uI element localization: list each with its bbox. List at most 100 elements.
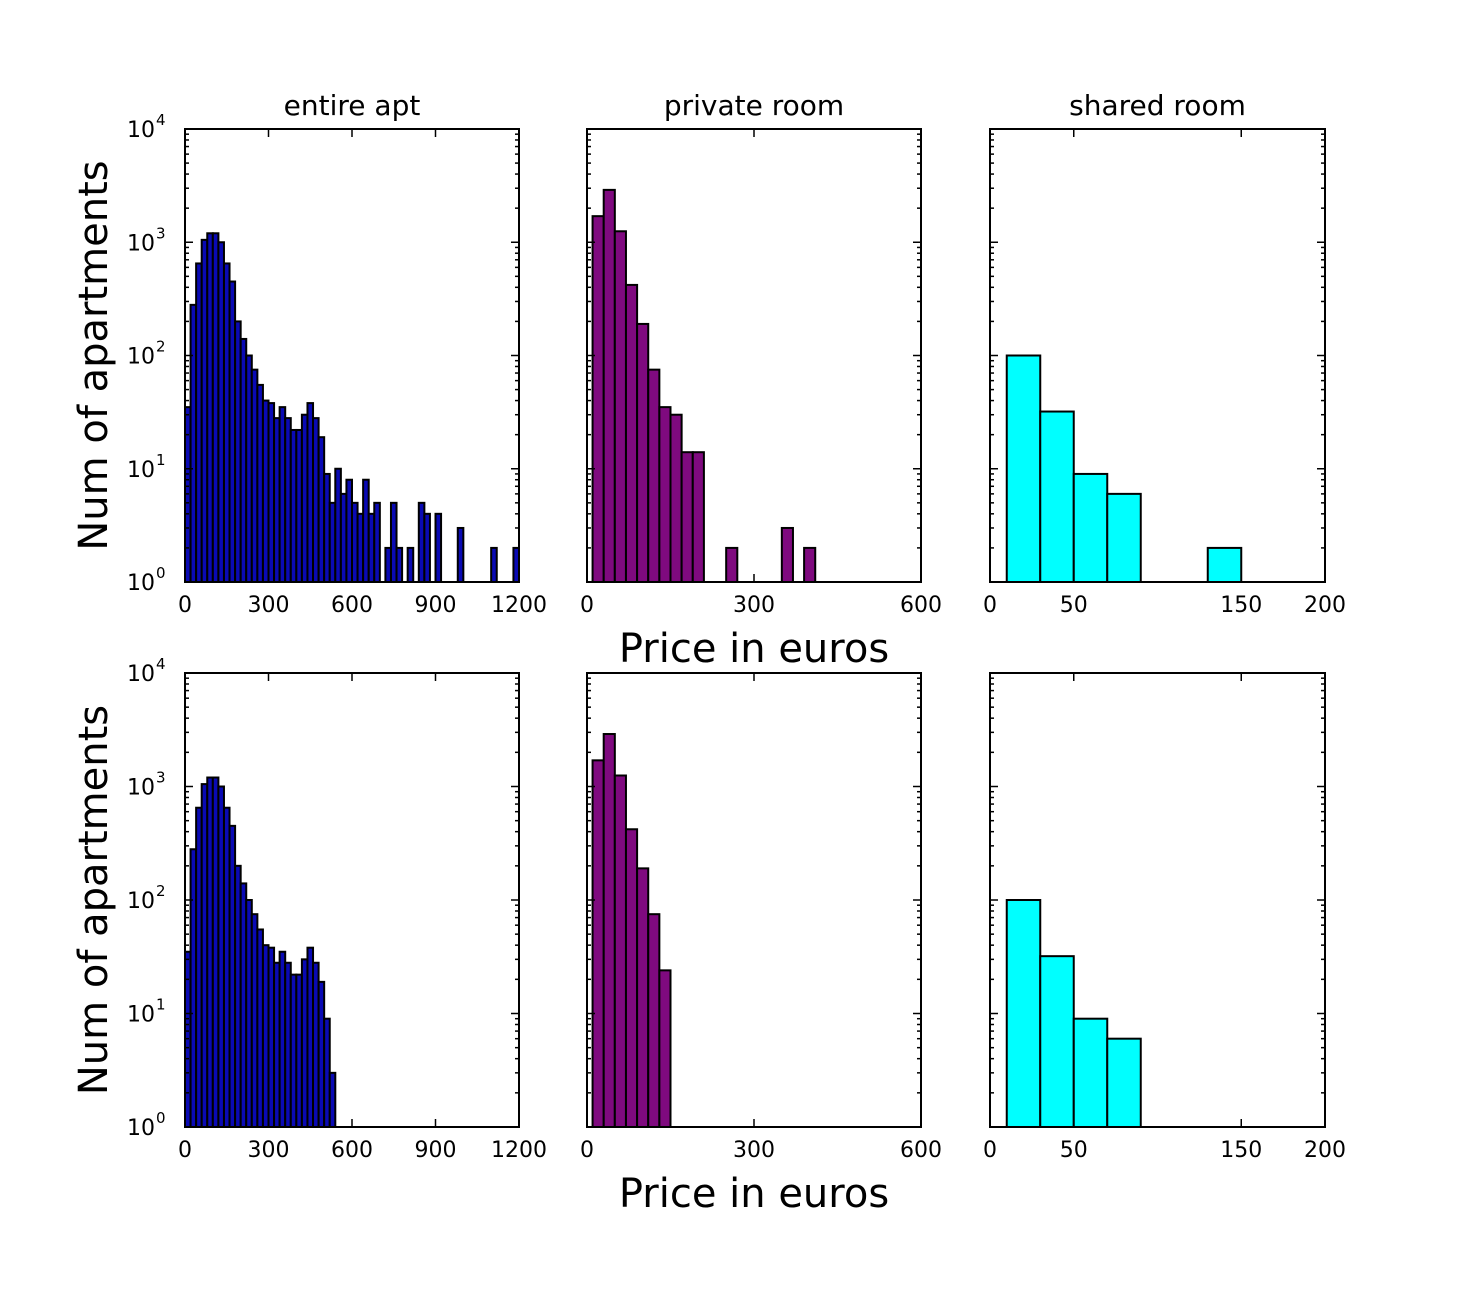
x-tick-label: 200 xyxy=(1304,1138,1346,1163)
x-tick-label: 0 xyxy=(983,1138,997,1163)
y-tick-exponent: 4 xyxy=(156,111,166,129)
bar xyxy=(328,1071,337,1128)
bar xyxy=(725,546,739,583)
bar xyxy=(1005,899,1042,1128)
bar xyxy=(680,451,694,584)
y-tick-exponent: 1 xyxy=(156,996,166,1014)
bars-bottom-entire xyxy=(184,776,337,1129)
bar xyxy=(591,215,605,583)
x-axis-label: Price in euros xyxy=(619,1171,889,1217)
bar xyxy=(780,526,794,583)
bar xyxy=(1039,410,1075,584)
bar xyxy=(647,368,661,583)
x-tick-label: 900 xyxy=(415,1138,457,1163)
bar xyxy=(434,512,443,584)
bar xyxy=(1106,492,1142,583)
x-tick-label: 300 xyxy=(248,593,290,618)
bar xyxy=(691,451,705,584)
x-tick-label: 50 xyxy=(1060,1138,1088,1163)
y-ticks xyxy=(185,672,519,1128)
bar xyxy=(490,546,498,583)
x-tick-label: 600 xyxy=(331,593,373,618)
bars-top-entire xyxy=(184,232,520,584)
x-tick-label: 0 xyxy=(178,1138,192,1163)
x-tick-label: 150 xyxy=(1220,593,1262,618)
y-ticks xyxy=(990,672,1325,1128)
x-tick-label: 0 xyxy=(580,1138,594,1163)
bars-top-shared xyxy=(1005,354,1243,584)
y-tick-label: 10 xyxy=(127,231,155,256)
bar xyxy=(658,406,672,583)
bar xyxy=(803,546,817,583)
chart-top-private: 0 300 600 private room xyxy=(580,89,942,618)
x-tick-label: 600 xyxy=(900,593,942,618)
bars-top-private xyxy=(591,188,817,584)
chart-top-shared: 0 50 150 200 shared room xyxy=(983,89,1346,618)
y-ticks xyxy=(587,128,921,583)
x-tick-label: 0 xyxy=(178,593,192,618)
y-tick-exponent: 0 xyxy=(156,564,166,582)
x-tick-label: 50 xyxy=(1060,593,1088,618)
bar xyxy=(636,867,650,1128)
y-axis-label: Num of apartments xyxy=(71,705,117,1095)
x-tick-label: 300 xyxy=(248,1138,290,1163)
bar xyxy=(373,501,381,583)
bar xyxy=(613,774,627,1128)
bar xyxy=(406,546,415,583)
x-tick-label: 1200 xyxy=(491,593,547,618)
bar xyxy=(624,828,639,1128)
bar xyxy=(624,283,639,583)
y-tick-exponent: 2 xyxy=(156,882,166,900)
x-tick-label: 150 xyxy=(1220,1138,1262,1163)
x-tick-label: 600 xyxy=(900,1138,942,1163)
chart-bottom-shared: 0 50 150 200 xyxy=(983,672,1346,1163)
subplot-title: shared room xyxy=(1069,89,1246,122)
bar xyxy=(456,526,465,583)
y-tick-exponent: 2 xyxy=(156,338,166,356)
y-tick-exponent: 3 xyxy=(156,224,166,242)
x-tick-label: 300 xyxy=(733,593,775,618)
y-ticks xyxy=(587,672,921,1128)
y-tick-label: 10 xyxy=(127,458,155,483)
y-tick-label: 10 xyxy=(127,118,155,143)
y-tick-exponent: 4 xyxy=(156,655,166,673)
y-axis-label: Num of apartments xyxy=(71,160,117,550)
bar xyxy=(1072,472,1109,583)
bar xyxy=(602,733,616,1129)
bar xyxy=(1106,1037,1142,1129)
x-axis-label: Price in euros xyxy=(619,626,889,672)
subplot-title: private room xyxy=(664,89,844,122)
x-tick-label: 1200 xyxy=(491,1138,547,1163)
bar xyxy=(669,413,683,583)
y-tick-label: 10 xyxy=(127,1116,155,1141)
bar xyxy=(1039,955,1075,1128)
bar xyxy=(591,759,605,1129)
bar xyxy=(613,230,627,584)
x-tick-label: 0 xyxy=(983,593,997,618)
bar xyxy=(647,913,661,1128)
x-tick-label: 0 xyxy=(580,593,594,618)
y-ticks xyxy=(185,128,519,583)
y-tick-label: 10 xyxy=(127,571,155,596)
bar xyxy=(658,969,672,1128)
x-tick-label: 200 xyxy=(1304,593,1346,618)
y-tick-label: 10 xyxy=(127,889,155,914)
y-tick-label: 10 xyxy=(127,1003,155,1028)
bar xyxy=(395,546,404,583)
chart-bottom-private: 0 300 600 xyxy=(580,672,942,1163)
subplot-title: entire apt xyxy=(284,89,421,122)
x-tick-label: 600 xyxy=(331,1138,373,1163)
bar xyxy=(602,188,616,583)
y-tick-label: 10 xyxy=(127,776,155,801)
bar xyxy=(1206,546,1243,583)
y-tick-exponent: 3 xyxy=(156,769,166,787)
bar xyxy=(1072,1017,1109,1128)
bar xyxy=(1005,354,1042,583)
bar xyxy=(423,512,431,584)
bars-bottom-shared xyxy=(1005,899,1142,1129)
bar xyxy=(636,322,650,583)
bars-bottom-private xyxy=(591,733,672,1129)
